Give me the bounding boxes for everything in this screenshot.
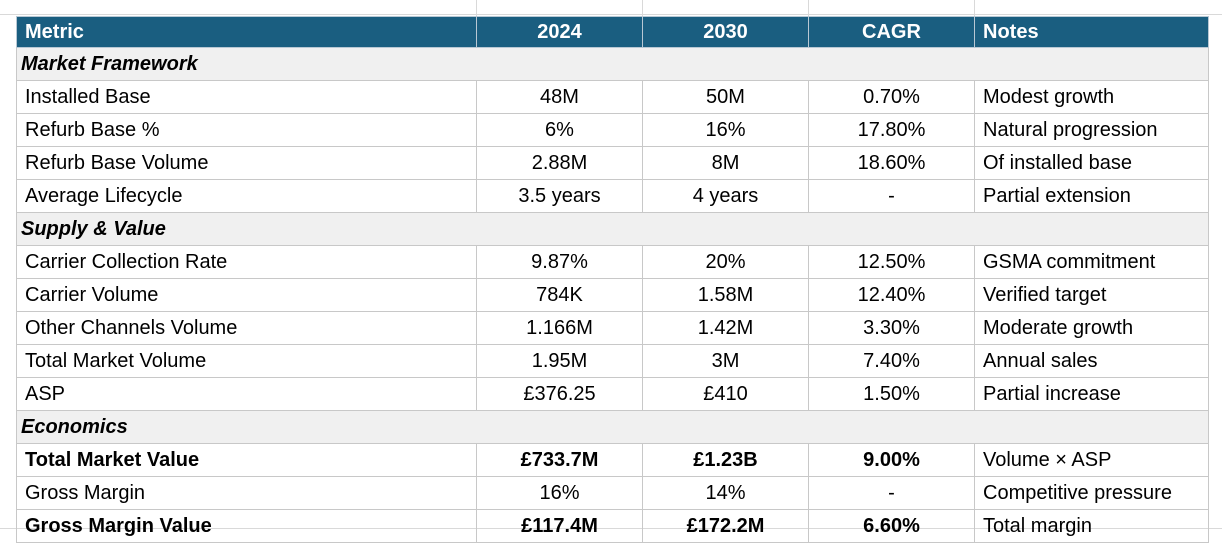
value-2024-cell[interactable]: 1.95M	[476, 344, 643, 378]
section-supply-value[interactable]: Supply & Value	[16, 212, 1209, 246]
notes-cell[interactable]: Partial extension	[974, 179, 1209, 213]
table-row: Refurb Base % 6% 16% 17.80% Natural prog…	[16, 113, 1209, 147]
value-2030-cell[interactable]: 50M	[642, 80, 809, 114]
metric-cell[interactable]: Total Market Volume	[16, 344, 477, 378]
table-row: Installed Base 48M 50M 0.70% Modest grow…	[16, 80, 1209, 114]
cagr-cell[interactable]: 6.60%	[808, 509, 975, 543]
value-2030-cell[interactable]: £172.2M	[642, 509, 809, 543]
notes-cell[interactable]: GSMA commitment	[974, 245, 1209, 279]
cagr-cell[interactable]: 7.40%	[808, 344, 975, 378]
table-row: Carrier Volume 784K 1.58M 12.40% Verifie…	[16, 278, 1209, 312]
metric-cell[interactable]: Carrier Volume	[16, 278, 477, 312]
notes-cell[interactable]: Modest growth	[974, 80, 1209, 114]
table-row: Average Lifecycle 3.5 years 4 years - Pa…	[16, 179, 1209, 213]
header-row: Metric 2024 2030 CAGR Notes	[16, 16, 1209, 48]
value-2024-cell[interactable]: 9.87%	[476, 245, 643, 279]
cagr-cell[interactable]: 9.00%	[808, 443, 975, 477]
value-2024-cell[interactable]: £733.7M	[476, 443, 643, 477]
table-row: Refurb Base Volume 2.88M 8M 18.60% Of in…	[16, 146, 1209, 180]
metric-cell[interactable]: Refurb Base Volume	[16, 146, 477, 180]
value-2030-cell[interactable]: 1.42M	[642, 311, 809, 345]
cagr-cell[interactable]: -	[808, 179, 975, 213]
table-row: Other Channels Volume 1.166M 1.42M 3.30%…	[16, 311, 1209, 345]
value-2024-cell[interactable]: 1.166M	[476, 311, 643, 345]
notes-cell[interactable]: Annual sales	[974, 344, 1209, 378]
table-row: Total Market Volume 1.95M 3M 7.40% Annua…	[16, 344, 1209, 378]
header-2030[interactable]: 2030	[642, 16, 809, 48]
metrics-table: Metric 2024 2030 CAGR Notes Market Frame…	[16, 16, 1209, 543]
metric-cell[interactable]: Installed Base	[16, 80, 477, 114]
value-2030-cell[interactable]: 14%	[642, 476, 809, 510]
value-2024-cell[interactable]: 784K	[476, 278, 643, 312]
value-2030-cell[interactable]: 4 years	[642, 179, 809, 213]
notes-cell[interactable]: Total margin	[974, 509, 1209, 543]
metric-cell[interactable]: Other Channels Volume	[16, 311, 477, 345]
table-row: ASP £376.25 £410 1.50% Partial increase	[16, 377, 1209, 411]
value-2030-cell[interactable]: £410	[642, 377, 809, 411]
section-row: Supply & Value	[16, 212, 1209, 246]
metric-cell[interactable]: Average Lifecycle	[16, 179, 477, 213]
value-2024-cell[interactable]: £117.4M	[476, 509, 643, 543]
cagr-cell[interactable]: 1.50%	[808, 377, 975, 411]
notes-cell[interactable]: Partial increase	[974, 377, 1209, 411]
value-2024-cell[interactable]: 3.5 years	[476, 179, 643, 213]
header-metric[interactable]: Metric	[16, 16, 477, 48]
value-2024-cell[interactable]: 6%	[476, 113, 643, 147]
notes-cell[interactable]: Natural progression	[974, 113, 1209, 147]
metric-cell[interactable]: Gross Margin Value	[16, 509, 477, 543]
value-2030-cell[interactable]: 8M	[642, 146, 809, 180]
value-2030-cell[interactable]: 16%	[642, 113, 809, 147]
metric-cell[interactable]: Total Market Value	[16, 443, 477, 477]
metric-cell[interactable]: Refurb Base %	[16, 113, 477, 147]
value-2030-cell[interactable]: 1.58M	[642, 278, 809, 312]
table-row: Gross Margin 16% 14% - Competitive press…	[16, 476, 1209, 510]
section-economics[interactable]: Economics	[16, 410, 1209, 444]
value-2024-cell[interactable]: 48M	[476, 80, 643, 114]
section-row: Market Framework	[16, 47, 1209, 81]
header-2024[interactable]: 2024	[476, 16, 643, 48]
cagr-cell[interactable]: 3.30%	[808, 311, 975, 345]
section-row: Economics	[16, 410, 1209, 444]
notes-cell[interactable]: Verified target	[974, 278, 1209, 312]
table-row: Gross Margin Value £117.4M £172.2M 6.60%…	[16, 509, 1209, 543]
cagr-cell[interactable]: 17.80%	[808, 113, 975, 147]
cagr-cell[interactable]: -	[808, 476, 975, 510]
metric-cell[interactable]: Carrier Collection Rate	[16, 245, 477, 279]
notes-cell[interactable]: Volume × ASP	[974, 443, 1209, 477]
cagr-cell[interactable]: 12.40%	[808, 278, 975, 312]
value-2030-cell[interactable]: 3M	[642, 344, 809, 378]
cagr-cell[interactable]: 12.50%	[808, 245, 975, 279]
cagr-cell[interactable]: 18.60%	[808, 146, 975, 180]
value-2024-cell[interactable]: £376.25	[476, 377, 643, 411]
notes-cell[interactable]: Moderate growth	[974, 311, 1209, 345]
section-market-framework[interactable]: Market Framework	[16, 47, 1209, 81]
metric-cell[interactable]: Gross Margin	[16, 476, 477, 510]
metric-cell[interactable]: ASP	[16, 377, 477, 411]
value-2030-cell[interactable]: £1.23B	[642, 443, 809, 477]
value-2024-cell[interactable]: 16%	[476, 476, 643, 510]
value-2030-cell[interactable]: 20%	[642, 245, 809, 279]
header-cagr[interactable]: CAGR	[808, 16, 975, 48]
table-row: Total Market Value £733.7M £1.23B 9.00% …	[16, 443, 1209, 477]
cagr-cell[interactable]: 0.70%	[808, 80, 975, 114]
notes-cell[interactable]: Of installed base	[974, 146, 1209, 180]
value-2024-cell[interactable]: 2.88M	[476, 146, 643, 180]
table-row: Carrier Collection Rate 9.87% 20% 12.50%…	[16, 245, 1209, 279]
header-notes[interactable]: Notes	[974, 16, 1209, 48]
notes-cell[interactable]: Competitive pressure	[974, 476, 1209, 510]
